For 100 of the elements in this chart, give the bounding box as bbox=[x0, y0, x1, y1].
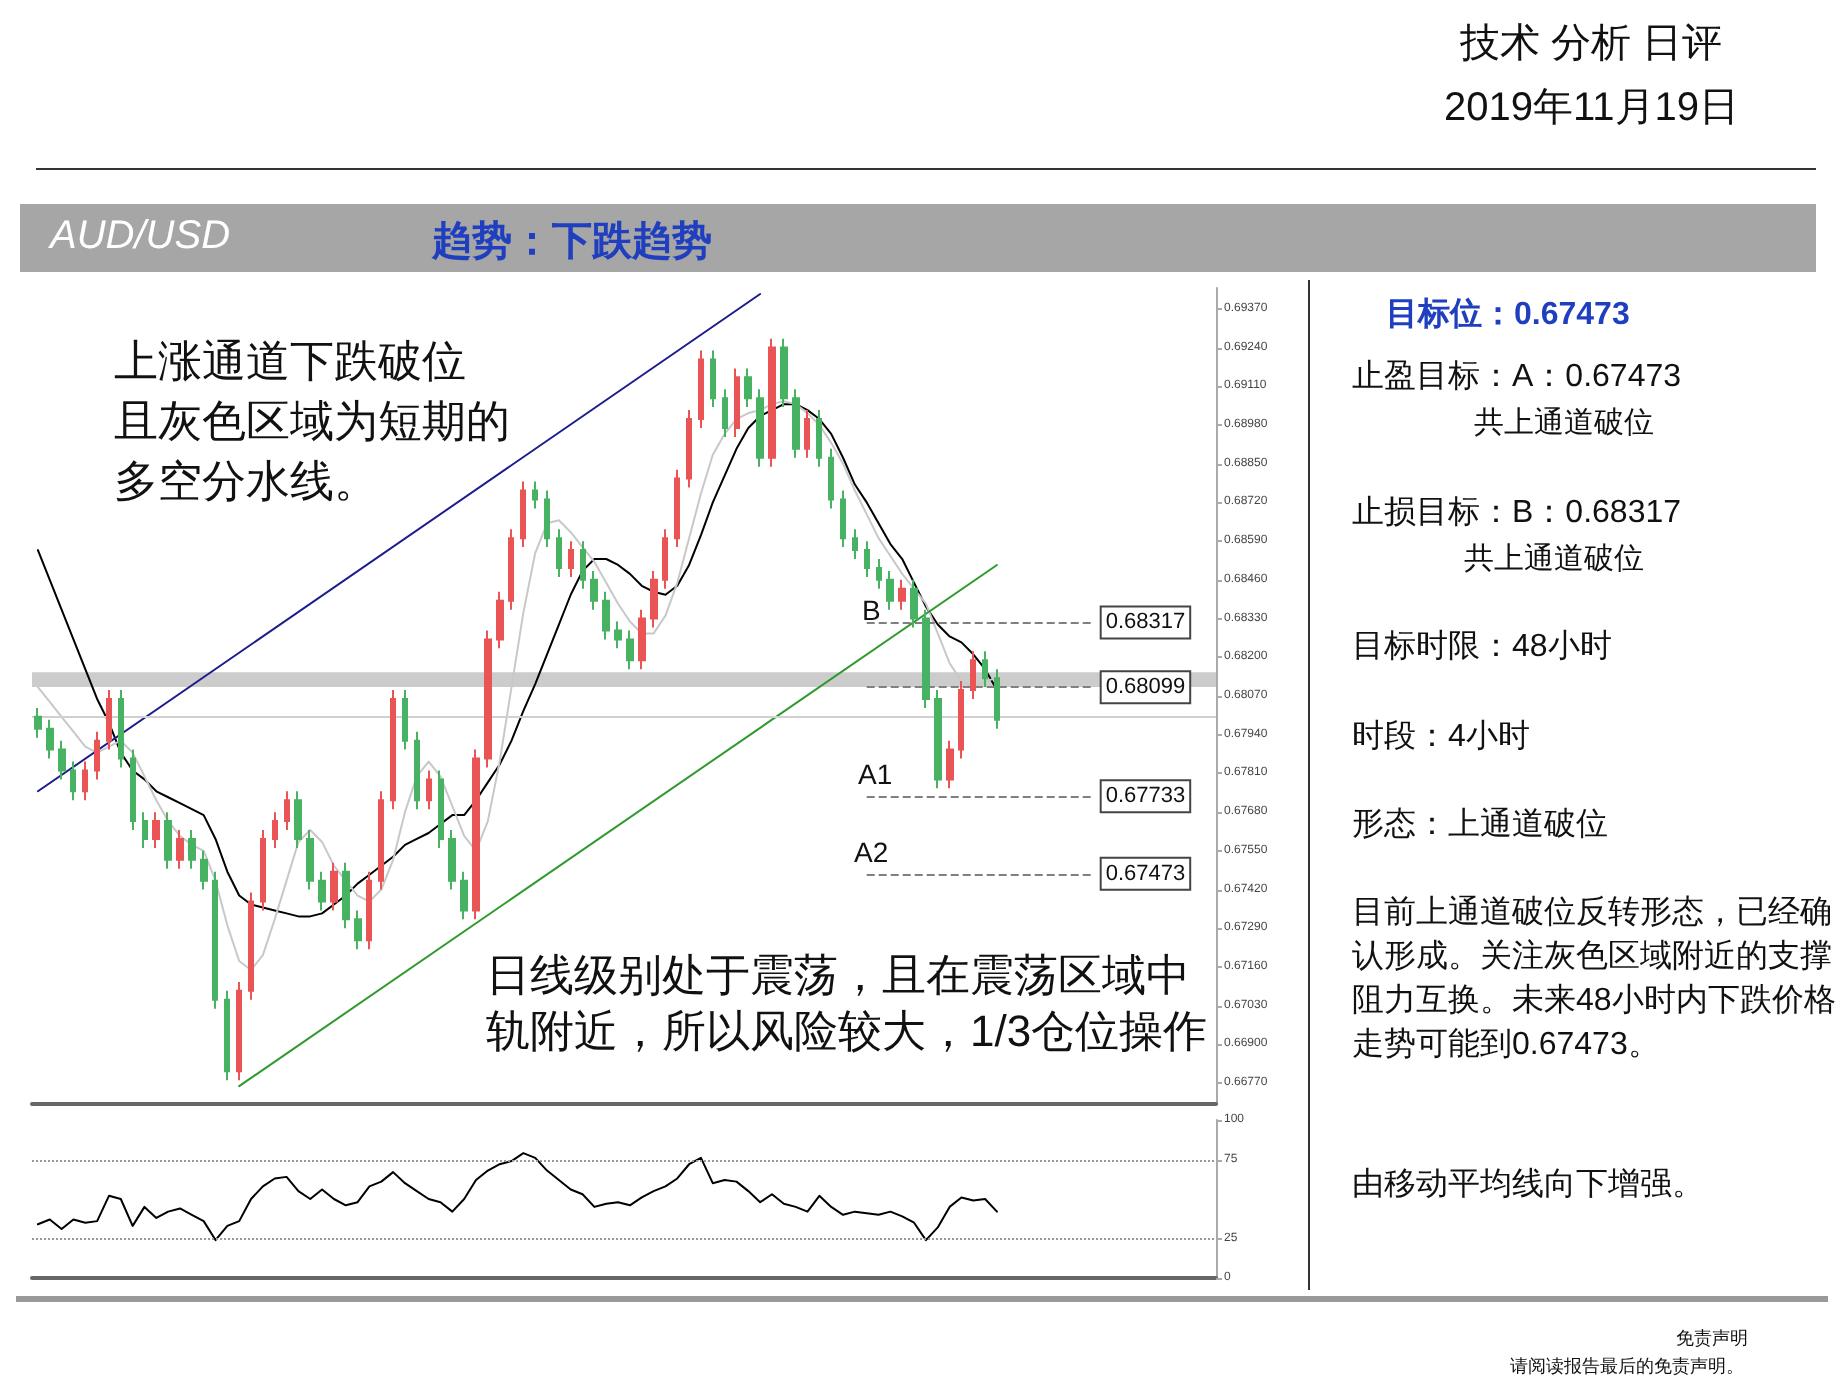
candlestick bbox=[898, 578, 906, 611]
candlestick bbox=[768, 337, 776, 468]
text: 目标位：0.67473 bbox=[1386, 295, 1630, 336]
candlestick bbox=[602, 590, 610, 641]
candlestick bbox=[638, 608, 646, 671]
ref-line-label: 0.68317 bbox=[1105, 610, 1186, 635]
candlestick bbox=[438, 769, 444, 849]
annotation: A2 bbox=[854, 836, 889, 868]
candlestick bbox=[792, 388, 800, 459]
candlestick bbox=[130, 748, 136, 832]
text: 止损目标：B：0.68317 bbox=[1352, 493, 1682, 534]
ref-line-label: 0.67473 bbox=[1105, 861, 1186, 886]
candlestick bbox=[544, 489, 550, 549]
line-series bbox=[36, 1152, 998, 1242]
candlestick bbox=[840, 489, 846, 549]
text: 共上通道破位 bbox=[1474, 404, 1654, 442]
candlestick bbox=[674, 468, 680, 549]
text: 形态：上通道破位 bbox=[1352, 805, 1608, 846]
candlestick bbox=[946, 739, 954, 790]
candlestick bbox=[188, 829, 196, 870]
candlestick bbox=[212, 870, 218, 1010]
text: 共上通道破位 bbox=[1464, 540, 1644, 578]
candlestick bbox=[260, 829, 266, 912]
candlestick bbox=[176, 829, 184, 870]
candlestick bbox=[876, 558, 882, 590]
candlestick bbox=[982, 650, 988, 689]
candlestick bbox=[152, 811, 160, 849]
annotation: 上涨通道下跌破位 bbox=[114, 334, 466, 390]
candlestick bbox=[780, 337, 788, 409]
candlestick bbox=[828, 447, 834, 510]
candlestick bbox=[734, 367, 740, 438]
candlestick bbox=[106, 689, 112, 751]
candlestick bbox=[852, 528, 858, 561]
text: 止盈目标：A：0.67473 bbox=[1352, 357, 1682, 398]
candlestick bbox=[722, 388, 728, 438]
candlestick bbox=[248, 891, 254, 1001]
candlestick bbox=[460, 870, 468, 921]
candlestick bbox=[46, 718, 54, 760]
candlestick bbox=[118, 689, 124, 769]
ref-line-label: 0.68099 bbox=[1105, 675, 1186, 700]
candlestick bbox=[390, 689, 396, 811]
candlestick bbox=[508, 528, 514, 611]
candlestick bbox=[426, 769, 432, 811]
candlestick bbox=[378, 790, 384, 891]
annotation: B bbox=[862, 594, 881, 626]
candlestick bbox=[970, 650, 976, 700]
candlestick bbox=[284, 790, 290, 832]
candlestick bbox=[484, 629, 492, 769]
annotation: 且灰色区域为短期的 bbox=[114, 394, 510, 450]
candlestick bbox=[294, 790, 302, 849]
candlestick bbox=[662, 528, 668, 590]
annotation: 多空分水线。 bbox=[114, 454, 378, 510]
candlestick bbox=[224, 989, 230, 1082]
text: 技术 分析 日评 bbox=[1460, 20, 1723, 70]
candlestick bbox=[318, 870, 326, 912]
candlestick bbox=[650, 569, 658, 629]
candlestick bbox=[744, 367, 752, 409]
candlestick bbox=[306, 829, 314, 891]
candlestick bbox=[886, 569, 894, 611]
chart-title: AUD/USD bbox=[50, 214, 231, 260]
candlestick bbox=[626, 629, 634, 671]
annotation: A1 bbox=[858, 758, 893, 790]
candlestick bbox=[864, 540, 870, 578]
candlestick bbox=[164, 811, 172, 870]
candlestick bbox=[698, 349, 704, 429]
text: 目前上通道破位反转形态，已经确认形成。关注灰色区域附近的支撑阻力互换。未来48小时内下跌价格走势可能到0.67473。 bbox=[1352, 893, 1838, 1066]
candlestick bbox=[34, 706, 42, 739]
candlestick bbox=[142, 811, 148, 849]
candlestick bbox=[816, 409, 822, 468]
candlestick bbox=[934, 689, 942, 790]
text: 由移动平均线向下增强。 bbox=[1352, 1165, 1704, 1206]
candlestick bbox=[580, 540, 586, 590]
text: 时段：4小时 bbox=[1352, 717, 1530, 758]
candlestick bbox=[922, 608, 930, 709]
text: 2019年11月19日 bbox=[1444, 84, 1739, 134]
text: 请阅读报告最后的免责声明。 bbox=[1510, 1354, 1744, 1380]
candlestick bbox=[402, 689, 408, 751]
candlestick bbox=[910, 578, 918, 629]
candlestick bbox=[556, 528, 562, 578]
candlestick bbox=[330, 861, 338, 912]
candlestick bbox=[994, 668, 1000, 730]
candlestick bbox=[272, 811, 278, 849]
candlestick bbox=[568, 540, 574, 578]
candlestick bbox=[414, 730, 420, 811]
candlestick bbox=[82, 760, 88, 802]
chart-subtitle: 趋势：下跌趋势 bbox=[432, 218, 712, 268]
candlestick bbox=[804, 409, 810, 459]
candlestick bbox=[756, 388, 764, 468]
candlestick bbox=[958, 680, 964, 760]
candlestick bbox=[590, 569, 598, 611]
candlestick bbox=[520, 480, 526, 549]
candlestick bbox=[342, 861, 350, 930]
candlestick bbox=[496, 590, 504, 650]
text: 目标时限：48小时 bbox=[1352, 627, 1612, 668]
annotation: 日线级别处于震荡，且在震荡区域中轨附近，所以风险较大，1/3仓位操作 bbox=[486, 948, 1210, 1060]
candlestick bbox=[70, 760, 76, 802]
ref-line-label: 0.67733 bbox=[1105, 784, 1186, 809]
candlestick bbox=[472, 748, 480, 921]
candlestick bbox=[614, 620, 622, 650]
candlestick bbox=[354, 909, 362, 951]
